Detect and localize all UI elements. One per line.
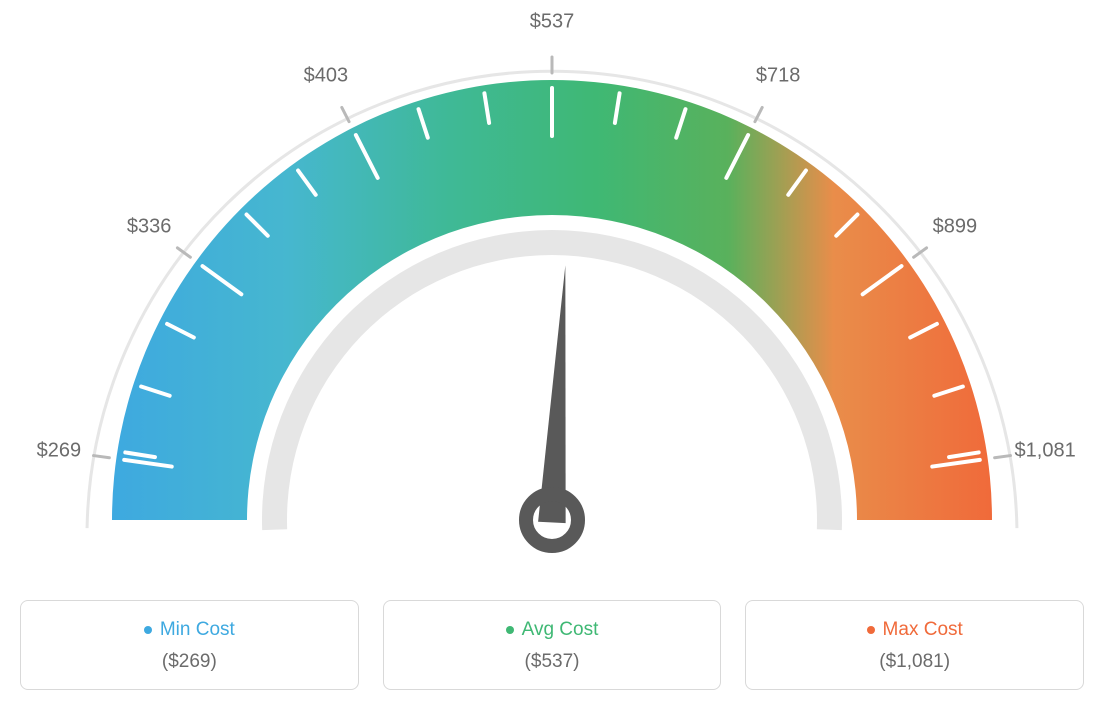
legend-title-max: Max Cost	[867, 619, 963, 641]
gauge-svg	[20, 20, 1084, 580]
legend-value-avg: ($537)	[396, 651, 709, 673]
gauge-tick-label: $899	[933, 216, 978, 239]
legend-title-avg: Avg Cost	[506, 619, 599, 641]
legend-card-min: Min Cost ($269)	[20, 600, 359, 690]
legend-title-min: Min Cost	[144, 619, 235, 641]
legend-row: Min Cost ($269) Avg Cost ($537) Max Cost…	[20, 600, 1084, 690]
cost-gauge-chart: $269$336$403$537$718$899$1,081 Min Cost …	[20, 20, 1084, 690]
legend-value-min: ($269)	[33, 651, 346, 673]
gauge-tick-label: $718	[756, 65, 801, 88]
gauge-tick-label: $336	[127, 216, 172, 239]
gauge-tick-label: $1,081	[1015, 439, 1076, 462]
legend-card-max: Max Cost ($1,081)	[745, 600, 1084, 690]
legend-card-avg: Avg Cost ($537)	[383, 600, 722, 690]
gauge-tick-label: $269	[37, 439, 82, 462]
gauge-area: $269$336$403$537$718$899$1,081	[20, 20, 1084, 580]
gauge-tick-label: $537	[530, 11, 575, 34]
gauge-tick-label: $403	[304, 65, 349, 88]
legend-value-max: ($1,081)	[758, 651, 1071, 673]
